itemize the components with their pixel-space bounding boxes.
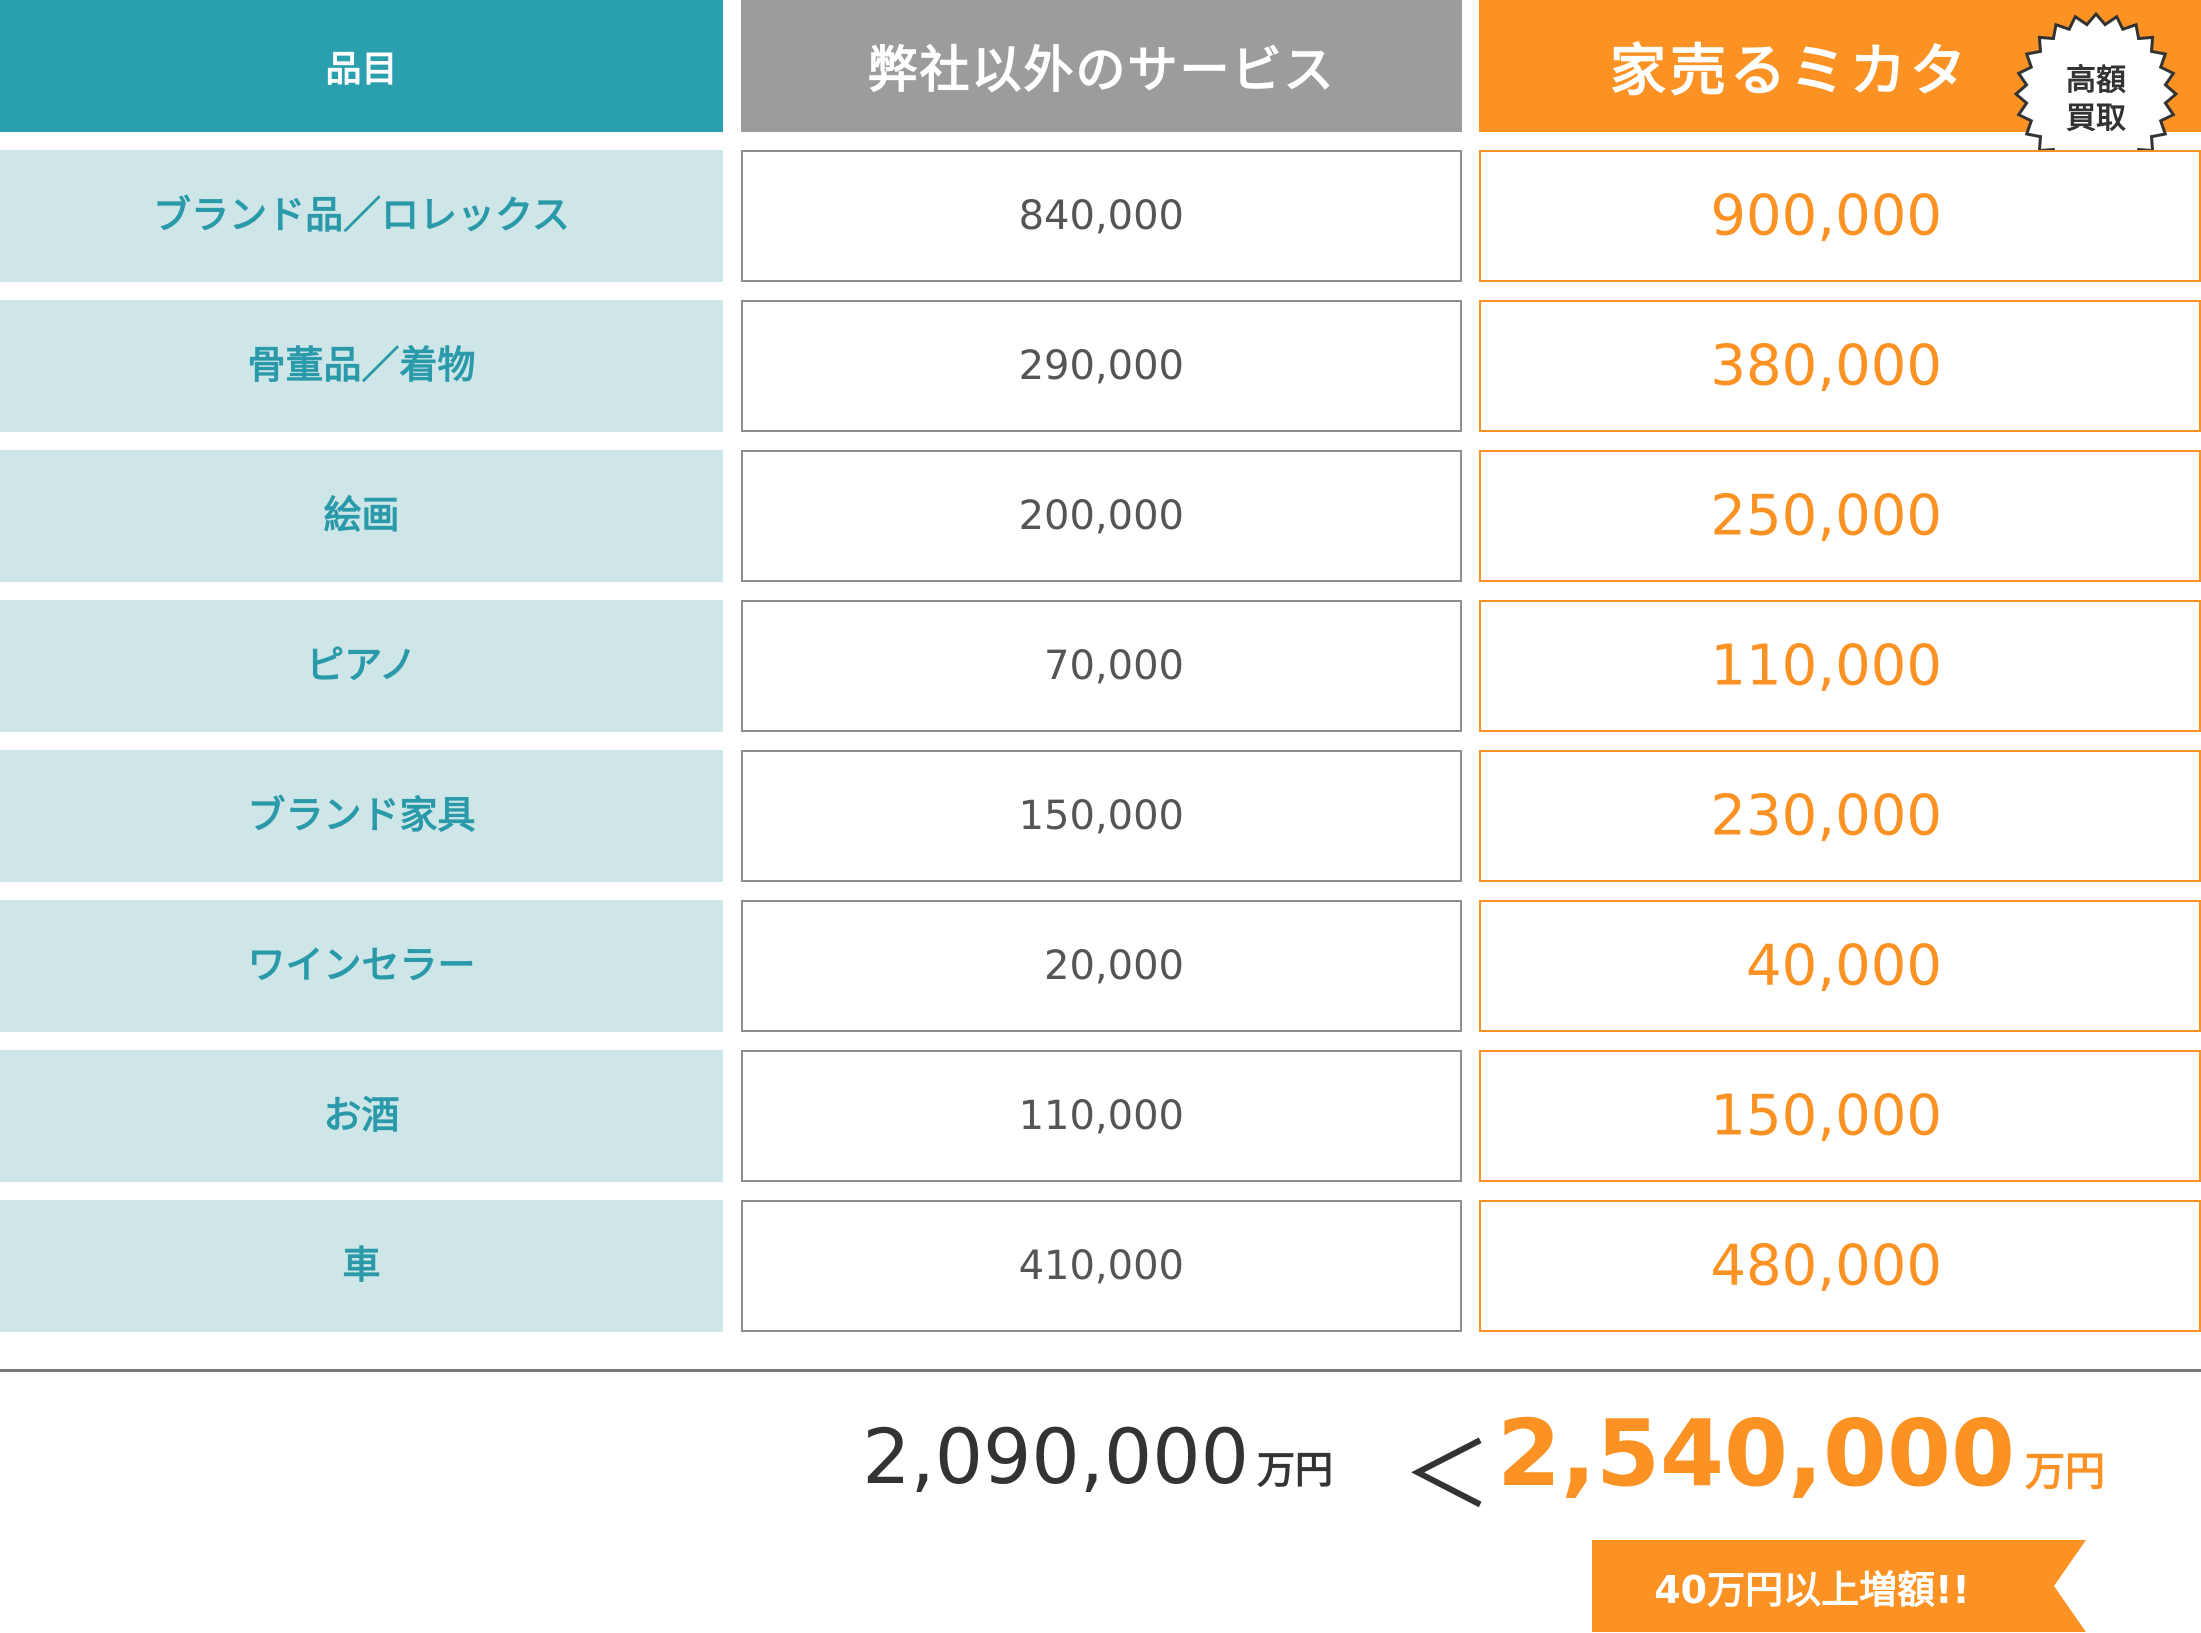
total-ours-unit: 万円 xyxy=(2025,1449,2105,1495)
other-price-cell: 110,000 xyxy=(741,1050,1462,1182)
other-price-cell: 20,000 xyxy=(741,900,1462,1032)
other-price: 20,000 xyxy=(1044,943,1184,989)
divider xyxy=(0,1369,2201,1372)
increase-note: 40万円以上増額!! xyxy=(1654,1567,1970,1612)
other-price-cell: 150,000 xyxy=(741,750,1462,882)
our-price-cell: 230,000 xyxy=(1479,750,2201,882)
our-price-cell: 380,000 xyxy=(1479,300,2201,432)
item-name: ブランド家具 xyxy=(0,750,723,882)
table-row: ブランド家具 150,000 230,000 xyxy=(0,750,2201,882)
total-other-unit: 万円 xyxy=(1256,1448,1333,1492)
our-price: 480,000 xyxy=(1710,1233,1942,1299)
total-ieurumikata: 2,540,000 万円 xyxy=(1497,1400,2105,1507)
other-price-cell: 200,000 xyxy=(741,450,1462,582)
other-price-cell: 410,000 xyxy=(741,1200,1462,1332)
our-price-cell: 250,000 xyxy=(1479,450,2201,582)
total-other-value: 2,090,000 xyxy=(862,1412,1249,1501)
our-price-cell: 110,000 xyxy=(1479,600,2201,732)
our-price: 150,000 xyxy=(1710,1083,1942,1149)
item-name: ピアノ xyxy=(0,600,723,732)
table-row: ワインセラー 20,000 40,000 xyxy=(0,900,2201,1032)
item-name: ワインセラー xyxy=(0,900,723,1032)
table-row: ブランド品／ロレックス 840,000 900,000 xyxy=(0,150,2201,282)
other-price: 150,000 xyxy=(1018,793,1184,839)
table-row: お酒 110,000 150,000 xyxy=(0,1050,2201,1182)
item-name: ブランド品／ロレックス xyxy=(0,150,723,282)
item-name: 車 xyxy=(0,1200,723,1332)
item-name: 絵画 xyxy=(0,450,723,582)
our-price: 250,000 xyxy=(1710,483,1942,549)
other-price: 410,000 xyxy=(1018,1243,1184,1289)
our-price: 380,000 xyxy=(1710,333,1942,399)
ribbon-shape-icon xyxy=(1592,1540,2086,1632)
table-row: 絵画 200,000 250,000 xyxy=(0,450,2201,582)
badge-line-2: 買取 xyxy=(2066,101,2126,136)
table-row: 骨董品／着物 290,000 380,000 xyxy=(0,300,2201,432)
our-price-cell: 480,000 xyxy=(1479,1200,2201,1332)
table-row: ピアノ 70,000 110,000 xyxy=(0,600,2201,732)
other-price: 70,000 xyxy=(1044,643,1184,689)
comparison-symbol: ＜ xyxy=(1402,1423,1492,1528)
increase-ribbon: 40万円以上増額!! xyxy=(1592,1540,2086,1632)
other-price-cell: 840,000 xyxy=(741,150,1462,282)
our-price: 230,000 xyxy=(1710,783,1942,849)
total-other-services: 2,090,000 万円 xyxy=(862,1412,1333,1501)
column-header-item: 品目 xyxy=(0,0,723,132)
other-price-cell: 70,000 xyxy=(741,600,1462,732)
our-price-cell: 150,000 xyxy=(1479,1050,2201,1182)
badge-line-1: 高額 xyxy=(2066,63,2126,98)
our-price: 40,000 xyxy=(1746,933,1942,999)
our-price-cell: 900,000 xyxy=(1479,150,2201,282)
other-price-cell: 290,000 xyxy=(741,300,1462,432)
our-price: 110,000 xyxy=(1710,633,1942,699)
our-price-cell: 40,000 xyxy=(1479,900,2201,1032)
other-price: 110,000 xyxy=(1018,1093,1184,1139)
total-ours-value: 2,540,000 xyxy=(1497,1400,2015,1507)
table-row: 車 410,000 480,000 xyxy=(0,1200,2201,1332)
item-name: 骨董品／着物 xyxy=(0,300,723,432)
item-name: お酒 xyxy=(0,1050,723,1182)
other-price: 200,000 xyxy=(1018,493,1184,539)
column-header-other-services: 弊社以外のサービス xyxy=(741,0,1462,132)
other-price: 290,000 xyxy=(1018,343,1184,389)
other-price: 840,000 xyxy=(1018,193,1184,239)
our-price: 900,000 xyxy=(1710,183,1942,249)
